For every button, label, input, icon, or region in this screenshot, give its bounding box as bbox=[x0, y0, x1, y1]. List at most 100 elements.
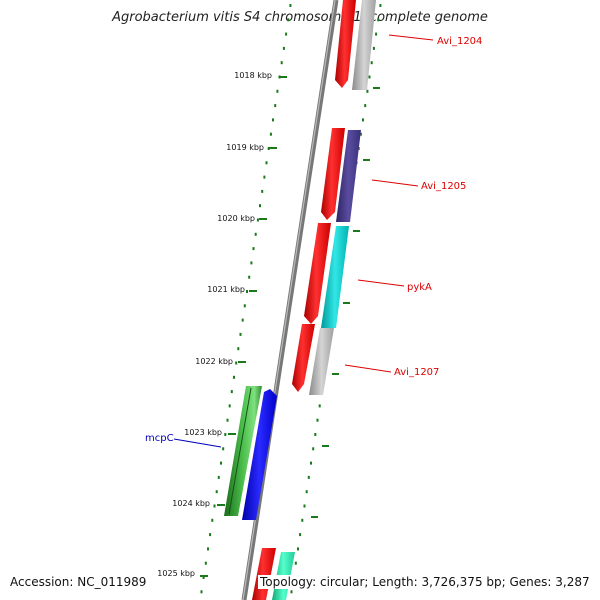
tick-dot bbox=[248, 275, 251, 279]
scale-ticks: 1018 kbp 1019 kbp 1020 kbp 1021 kbp 1022… bbox=[157, 71, 287, 578]
gene-arrow-cyan[interactable] bbox=[321, 226, 349, 328]
scale-tick-label: 1018 kbp bbox=[234, 71, 272, 80]
tick-dot bbox=[274, 104, 277, 108]
tick-dot bbox=[276, 89, 279, 93]
topology-label: Topology: circular; Length: 3,726,375 bp… bbox=[258, 575, 592, 589]
tick-dot bbox=[301, 518, 304, 522]
gene-arrow-green[interactable] bbox=[224, 386, 262, 516]
tick-dot bbox=[368, 75, 371, 79]
tick-dot bbox=[267, 147, 270, 150]
tick-dot bbox=[280, 61, 283, 65]
gene-arrow-red[interactable] bbox=[252, 548, 276, 600]
tick-dot bbox=[239, 332, 242, 336]
tick-dot bbox=[287, 18, 290, 22]
tick-dot bbox=[233, 375, 235, 379]
map-title: Agrobacterium vitis S4 chromosome 1, com… bbox=[112, 10, 488, 25]
leader-line bbox=[357, 279, 405, 287]
tick-dot bbox=[243, 304, 246, 308]
gene-features bbox=[252, 0, 376, 600]
tick-dot bbox=[252, 247, 255, 251]
tick-dot bbox=[222, 447, 225, 451]
scale-tick-label: 1020 kbp bbox=[217, 214, 255, 223]
gene-label-mcpc[interactable]: mcpC bbox=[145, 433, 174, 444]
tick-dot bbox=[265, 161, 268, 165]
tick-dot bbox=[235, 361, 238, 365]
tick-dot bbox=[230, 390, 233, 394]
tick-dot bbox=[359, 132, 362, 136]
tick-dot bbox=[366, 89, 369, 93]
gene-label-avi-1207[interactable]: Avi_1207 bbox=[394, 367, 439, 378]
accession-label: Accession: NC_011989 bbox=[8, 575, 149, 589]
tick-dot bbox=[289, 4, 292, 7]
tick-dot bbox=[305, 490, 308, 494]
tick-dot bbox=[370, 61, 373, 65]
tick-dot bbox=[215, 490, 218, 494]
tick-dot bbox=[282, 46, 285, 50]
scale-tick-label: 1022 kbp bbox=[195, 357, 233, 366]
tick-dot bbox=[316, 418, 319, 422]
gene-label-group: Avi_1204 Avi_1205 pykA Avi_1207 mcpC bbox=[145, 36, 482, 444]
inner-tick-dots bbox=[200, 4, 292, 594]
reverse-gene-features bbox=[224, 386, 277, 520]
tick-dot bbox=[364, 104, 367, 108]
scale-tick-label: 1021 kbp bbox=[207, 285, 245, 294]
scale-tick-label: 1023 kbp bbox=[184, 428, 222, 437]
tick-dot bbox=[228, 404, 231, 408]
tick-dot bbox=[310, 461, 312, 465]
tick-dot bbox=[237, 347, 240, 351]
tick-dot bbox=[303, 504, 306, 508]
tick-dot bbox=[307, 475, 310, 479]
tick-dot bbox=[294, 561, 297, 565]
tick-dot bbox=[211, 518, 214, 522]
tick-dot bbox=[209, 533, 212, 537]
scale-tick-label: 1019 kbp bbox=[226, 143, 264, 152]
gene-arrow-gray[interactable] bbox=[352, 0, 376, 90]
leader-line bbox=[388, 34, 434, 41]
tick-dot bbox=[312, 447, 315, 451]
tick-dot bbox=[362, 118, 364, 122]
tick-dot bbox=[200, 590, 203, 594]
gene-arrow-red[interactable] bbox=[304, 223, 331, 324]
leader-line bbox=[173, 438, 222, 448]
chromosome-backbone bbox=[241, 0, 339, 600]
gene-label-avi-1204[interactable]: Avi_1204 bbox=[437, 36, 482, 47]
gene-label-avi-1205[interactable]: Avi_1205 bbox=[421, 181, 466, 192]
tick-dot bbox=[379, 4, 382, 7]
tick-dot bbox=[241, 318, 244, 322]
tick-dot bbox=[314, 433, 317, 436]
tick-dot bbox=[259, 204, 261, 208]
tick-dot bbox=[254, 232, 257, 236]
tick-dot bbox=[207, 547, 209, 551]
tick-dot bbox=[217, 475, 220, 479]
tick-dot bbox=[372, 46, 375, 50]
gene-arrow-purple[interactable] bbox=[336, 130, 361, 222]
gene-arrow-red[interactable] bbox=[292, 324, 315, 392]
gene-arrow-red[interactable] bbox=[335, 0, 356, 88]
tick-dot bbox=[297, 547, 299, 551]
leader-line bbox=[371, 179, 419, 187]
tick-dot bbox=[299, 533, 302, 537]
tick-dot bbox=[375, 32, 378, 36]
tick-dot bbox=[204, 561, 207, 565]
tick-dot bbox=[377, 18, 380, 22]
tick-dot bbox=[285, 32, 288, 36]
tick-dot bbox=[213, 504, 216, 508]
gene-arrow-green-stripe bbox=[228, 387, 252, 515]
tick-dot bbox=[256, 218, 259, 222]
tick-dot bbox=[226, 418, 229, 422]
gene-arrow-red[interactable] bbox=[321, 128, 345, 220]
scale-tick-label: 1025 kbp bbox=[157, 569, 195, 578]
tick-dot bbox=[250, 261, 253, 265]
gene-arrow-blue[interactable] bbox=[242, 389, 277, 520]
tick-dot bbox=[272, 118, 274, 122]
tick-dot bbox=[263, 175, 266, 179]
tick-dot bbox=[246, 290, 248, 293]
gene-arrow-gray[interactable] bbox=[309, 328, 334, 395]
gene-label-pyka[interactable]: pykA bbox=[407, 282, 432, 293]
tick-dot bbox=[224, 433, 227, 436]
tick-dot bbox=[261, 189, 264, 193]
scale-tick-label: 1024 kbp bbox=[172, 499, 210, 508]
tick-dot bbox=[318, 404, 321, 408]
tick-dot bbox=[220, 461, 222, 465]
